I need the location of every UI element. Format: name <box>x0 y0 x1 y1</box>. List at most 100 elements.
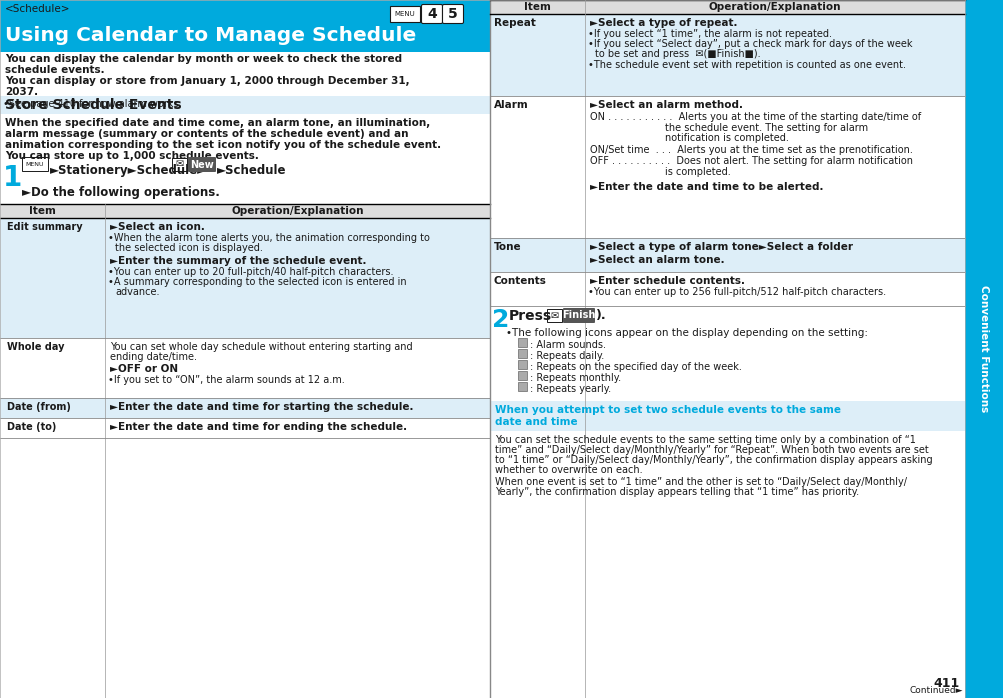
Text: Continued►: Continued► <box>909 686 962 695</box>
Bar <box>518 349 527 358</box>
Text: ►Select an alarm method.: ►Select an alarm method. <box>590 100 742 110</box>
Text: New: New <box>190 160 214 170</box>
Bar <box>518 382 527 391</box>
Text: <Schedule>: <Schedule> <box>5 4 70 14</box>
Bar <box>489 401 964 431</box>
Bar <box>518 371 527 380</box>
Text: Convenient Functions: Convenient Functions <box>979 285 989 413</box>
Text: You can set whole day schedule without entering starting and: You can set whole day schedule without e… <box>110 342 412 352</box>
Text: ►Select an alarm tone.: ►Select an alarm tone. <box>590 255 724 265</box>
Text: ►Select a type of alarm tone►Select a folder: ►Select a type of alarm tone►Select a fo… <box>590 242 853 252</box>
Text: Press: Press <box>509 309 552 323</box>
Text: •You can enter up to 256 full-pitch/512 half-pitch characters.: •You can enter up to 256 full-pitch/512 … <box>588 287 886 297</box>
Bar <box>22 157 48 171</box>
Bar <box>0 398 489 418</box>
FancyBboxPatch shape <box>421 4 442 24</box>
Text: whether to overwrite on each.: whether to overwrite on each. <box>494 465 642 475</box>
Text: to “1 time” or “Daily/Select day/Monthly/Yearly”, the confirmation display appea: to “1 time” or “Daily/Select day/Monthly… <box>494 455 932 465</box>
Text: ►Select an icon.: ►Select an icon. <box>110 222 205 232</box>
Text: •You can enter up to 20 full-pitch/40 half-pitch characters.: •You can enter up to 20 full-pitch/40 ha… <box>108 267 393 277</box>
Text: Operation/Explanation: Operation/Explanation <box>231 206 363 216</box>
Text: •If you select “1 time”, the alarm is not repeated.: •If you select “1 time”, the alarm is no… <box>588 29 831 39</box>
Text: •If you select “Select day”, put a check mark for days of the week: •If you select “Select day”, put a check… <box>588 39 912 49</box>
Text: ON/Set time  . . .  Alerts you at the time set as the prenotification.: ON/Set time . . . Alerts you at the time… <box>590 145 912 155</box>
Bar <box>0 0 489 52</box>
Text: ✉: ✉ <box>550 311 558 320</box>
Text: •If you set to “ON”, the alarm sounds at 12 a.m.: •If you set to “ON”, the alarm sounds at… <box>108 375 344 385</box>
Text: Contents: Contents <box>493 276 547 286</box>
Text: ►OFF or ON: ►OFF or ON <box>110 364 178 374</box>
Text: Yearly”, the confirmation display appears telling that “1 time” has priority.: Yearly”, the confirmation display appear… <box>494 487 859 497</box>
Text: Finish: Finish <box>562 311 595 320</box>
Text: ►Schedule: ►Schedule <box>217 164 286 177</box>
Text: You can display the calendar by month or week to check the stored: You can display the calendar by month or… <box>5 54 402 64</box>
Bar <box>547 309 562 322</box>
Text: Whole day: Whole day <box>7 342 64 352</box>
Text: OFF . . . . . . . . . .  Does not alert. The setting for alarm notification: OFF . . . . . . . . . . Does not alert. … <box>590 156 912 166</box>
FancyBboxPatch shape <box>442 4 463 24</box>
Text: •When the alarm tone alerts you, the animation corresponding to: •When the alarm tone alerts you, the ani… <box>108 233 429 243</box>
Text: Store Schedule Events: Store Schedule Events <box>5 98 182 112</box>
Text: : Repeats on the specified day of the week.: : Repeats on the specified day of the we… <box>530 362 741 372</box>
Text: schedule events.: schedule events. <box>5 65 104 75</box>
Text: •The following icons appear on the display depending on the setting:: •The following icons appear on the displ… <box>506 328 868 338</box>
Text: ✉: ✉ <box>176 160 184 170</box>
Bar <box>518 338 527 347</box>
Text: When one event is set to “1 time” and the other is set to “Daily/Select day/Mont: When one event is set to “1 time” and th… <box>494 477 906 487</box>
FancyBboxPatch shape <box>188 157 216 172</box>
Bar <box>964 0 1003 698</box>
Bar <box>489 14 964 96</box>
Text: 5: 5 <box>447 7 457 21</box>
Text: MENU: MENU <box>394 11 415 17</box>
Text: You can display or store from January 1, 2000 through December 31,: You can display or store from January 1,… <box>5 76 409 86</box>
Text: You can set the schedule events to the same setting time only by a combination o: You can set the schedule events to the s… <box>494 435 915 445</box>
Text: the schedule event. The setting for alarm: the schedule event. The setting for alar… <box>664 123 868 133</box>
Text: 1: 1 <box>3 164 22 192</box>
Bar <box>518 360 527 369</box>
Bar <box>0 218 489 338</box>
Text: ►Enter the date and time to be alerted.: ►Enter the date and time to be alerted. <box>590 182 822 192</box>
Text: Operation/Explanation: Operation/Explanation <box>708 2 841 12</box>
Text: : Alarm sounds.: : Alarm sounds. <box>530 340 606 350</box>
Bar <box>422 6 440 22</box>
Text: time” and “Daily/Select day/Monthly/Yearly” for “Repeat”. When both two events a: time” and “Daily/Select day/Monthly/Year… <box>494 445 928 455</box>
Text: ►Enter the summary of the schedule event.: ►Enter the summary of the schedule event… <box>110 256 366 266</box>
Text: is completed.: is completed. <box>664 167 730 177</box>
Text: Date (from): Date (from) <box>7 402 71 412</box>
Text: Using Calendar to Manage Schedule: Using Calendar to Manage Schedule <box>5 26 416 45</box>
Bar <box>489 238 964 272</box>
Text: ON . . . . . . . . . . .  Alerts you at the time of the starting date/time of: ON . . . . . . . . . . . Alerts you at t… <box>590 112 920 122</box>
Text: 2: 2 <box>491 308 509 332</box>
Text: Item: Item <box>524 2 551 12</box>
Text: •A summary corresponding to the selected icon is entered in: •A summary corresponding to the selected… <box>108 277 406 287</box>
Text: alarm message (summary or contents of the schedule event) and an: alarm message (summary or contents of th… <box>5 129 408 139</box>
Text: ►Select a type of repeat.: ►Select a type of repeat. <box>590 18 737 28</box>
Text: date and time: date and time <box>494 417 577 427</box>
Text: You can store up to 1,000 schedule events.: You can store up to 1,000 schedule event… <box>5 151 259 161</box>
Bar <box>0 204 489 218</box>
Text: MENU: MENU <box>26 161 44 167</box>
Text: advance.: advance. <box>115 287 159 297</box>
Text: When the specified date and time come, an alarm tone, an illumination,: When the specified date and time come, a… <box>5 118 430 128</box>
Text: the selected icon is displayed.: the selected icon is displayed. <box>115 243 263 253</box>
FancyBboxPatch shape <box>563 308 595 323</box>
Text: Alarm: Alarm <box>493 100 529 110</box>
Text: animation corresponding to the set icon notify you of the schedule event.: animation corresponding to the set icon … <box>5 140 440 150</box>
Bar <box>0 96 489 114</box>
Bar <box>172 158 187 171</box>
Text: Item: Item <box>29 206 56 216</box>
Text: 4: 4 <box>426 7 436 21</box>
Text: When you attempt to set two schedule events to the same: When you attempt to set two schedule eve… <box>494 405 841 415</box>
Text: Repeat: Repeat <box>493 18 536 28</box>
Text: ►Do the following operations.: ►Do the following operations. <box>22 186 220 199</box>
Text: : Repeats daily.: : Repeats daily. <box>530 351 604 361</box>
Text: : Repeats monthly.: : Repeats monthly. <box>530 373 621 383</box>
Text: 411: 411 <box>933 677 959 690</box>
Text: ►Stationery►Schedule►: ►Stationery►Schedule► <box>50 164 207 177</box>
Text: ►Enter the date and time for ending the schedule.: ►Enter the date and time for ending the … <box>110 422 407 432</box>
Text: to be set and press  ✉(■Finish■).: to be set and press ✉(■Finish■). <box>595 49 760 59</box>
Text: Tone: Tone <box>493 242 522 252</box>
Text: Edit summary: Edit summary <box>7 222 82 232</box>
Text: ►Enter schedule contents.: ►Enter schedule contents. <box>590 276 744 286</box>
Text: notification is completed.: notification is completed. <box>664 133 788 143</box>
